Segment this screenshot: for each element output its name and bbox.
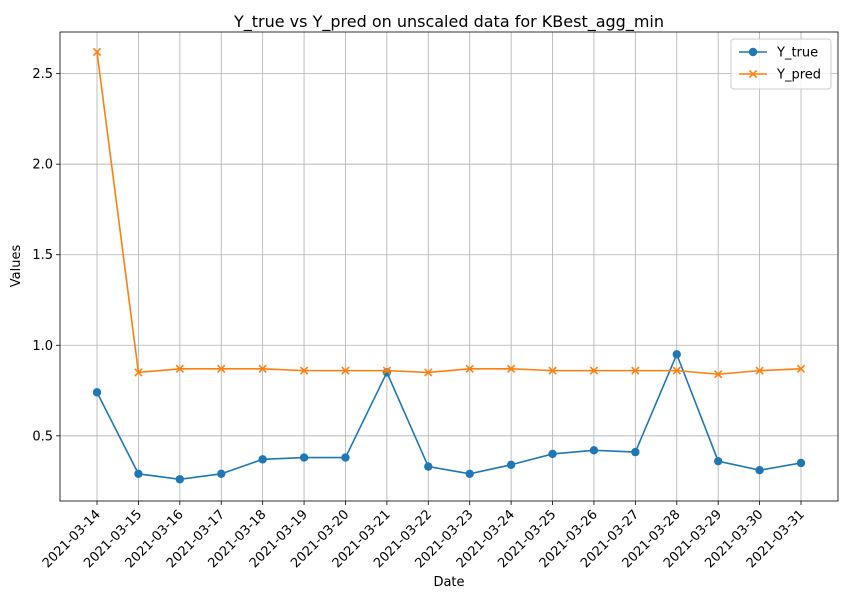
data-point-y_pred xyxy=(672,366,681,375)
data-point-y_true xyxy=(424,462,433,471)
data-point-y_pred xyxy=(175,364,184,373)
series-line-y_pred xyxy=(96,51,802,376)
data-point-y_true xyxy=(465,469,474,479)
data-point-y_pred xyxy=(92,47,102,57)
data-point-y_true xyxy=(548,449,557,459)
x-axis-label: Date xyxy=(433,575,464,590)
data-point-y_true xyxy=(175,475,185,484)
y-axis-label: Values xyxy=(9,245,24,288)
data-point-y_true xyxy=(506,460,516,469)
ticks: 2021-03-142021-03-152021-03-162021-03-17… xyxy=(32,67,808,571)
data-point-y_pred xyxy=(796,364,806,373)
legend: Y_true Y_pred xyxy=(730,38,832,90)
x-marker-stroke xyxy=(258,364,267,373)
x-marker-stroke xyxy=(755,366,764,375)
x-marker-stroke xyxy=(506,364,516,373)
data-point-y_true xyxy=(796,458,806,468)
data-point-y_pred xyxy=(631,366,640,375)
x-marker-stroke xyxy=(217,364,226,373)
grid xyxy=(60,32,838,501)
data-point-y_true xyxy=(672,350,681,359)
x-marker-stroke xyxy=(382,366,392,375)
data-point-y_pred xyxy=(258,364,267,373)
legend-label-y_true: Y_true xyxy=(776,46,818,61)
x-marker-stroke xyxy=(92,47,102,57)
data-point-y_pred xyxy=(755,366,764,375)
y-tick-label: 2.5 xyxy=(32,67,53,82)
data-point-y_true xyxy=(299,453,309,462)
data-point-y_pred xyxy=(465,364,474,373)
y-tick-label: 0.5 xyxy=(32,429,53,444)
data-point-y_pred xyxy=(341,366,350,375)
y-tick-label: 1.5 xyxy=(32,248,53,263)
data-point-y_pred xyxy=(382,366,392,375)
data-point-y_true xyxy=(217,469,226,479)
x-marker-stroke xyxy=(796,364,806,373)
legend-label-y_pred: Y_pred xyxy=(776,68,821,83)
series-line-y_true xyxy=(96,352,802,481)
y-tick-label: 1.0 xyxy=(32,339,53,354)
legend-marker-y_pred xyxy=(748,69,758,79)
data-point-y_true xyxy=(134,469,143,479)
data-point-y_pred xyxy=(134,368,143,377)
x-marker-stroke xyxy=(175,364,184,373)
x-marker-stroke xyxy=(134,368,143,377)
chart-title: Y_true vs Y_pred on unscaled data for KB… xyxy=(233,12,664,32)
data-point-y_true xyxy=(755,466,764,475)
data-point-y_true xyxy=(713,456,723,466)
x-marker-stroke xyxy=(465,364,474,373)
x-marker-stroke xyxy=(548,366,557,375)
data-point-y_pred xyxy=(424,368,433,377)
legend-marker-y_true xyxy=(748,47,758,57)
x-marker-stroke xyxy=(341,366,350,375)
x-marker-stroke xyxy=(424,368,433,377)
x-marker-stroke xyxy=(714,370,723,379)
x-marker-stroke xyxy=(672,366,681,375)
data-point-y_pred xyxy=(548,366,557,375)
data-point-y_pred xyxy=(589,366,599,375)
x-marker-stroke xyxy=(299,366,309,375)
data-point-y_true xyxy=(631,447,640,457)
data-point-y_true xyxy=(92,388,102,397)
data-point-y_pred xyxy=(299,366,309,375)
data-point-y_pred xyxy=(217,364,226,373)
plot-frame xyxy=(59,31,839,502)
data-point-y_true xyxy=(341,453,350,462)
y-tick-label: 2.0 xyxy=(32,158,53,173)
data-point-y_pred xyxy=(714,370,723,379)
x-marker-stroke xyxy=(748,69,758,79)
x-marker-stroke xyxy=(631,366,640,375)
data-point-y_true xyxy=(258,455,267,464)
series-layer xyxy=(92,47,806,484)
data-point-y_true xyxy=(589,446,599,455)
data-point-y_pred xyxy=(506,364,516,373)
x-marker-stroke xyxy=(589,366,599,375)
